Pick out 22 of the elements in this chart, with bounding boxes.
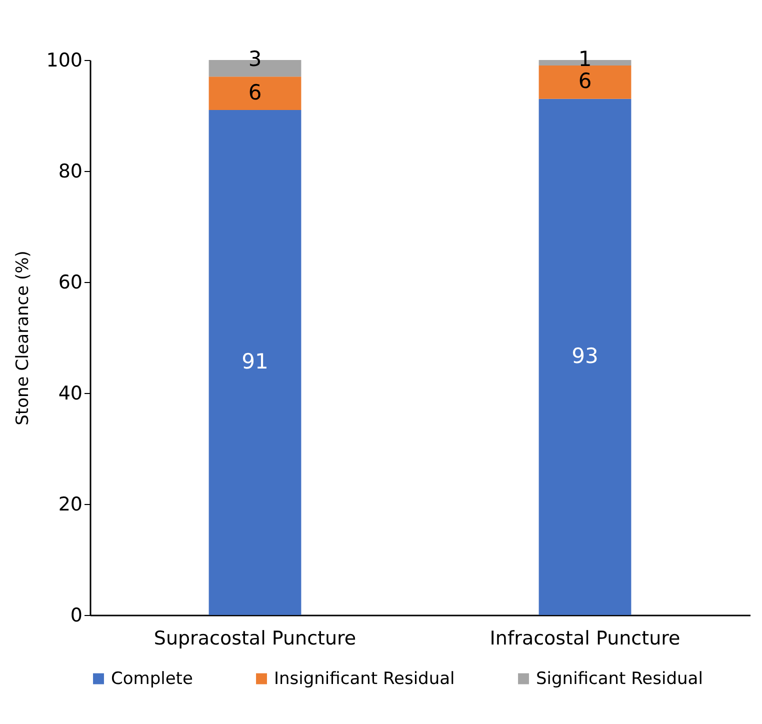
legend-label: Significant Residual [536, 668, 703, 689]
data-label: 93 [572, 344, 598, 368]
y-tick-label: 100 [46, 50, 82, 72]
legend-label: Complete [111, 668, 193, 689]
x-tick-label: Supracostal Puncture [154, 628, 356, 650]
y-tick-label: 60 [58, 272, 82, 294]
bar [208, 76, 302, 110]
data-label: 1 [578, 47, 592, 71]
data-label: 91 [242, 349, 268, 374]
data-label: 3 [248, 47, 262, 71]
bar [208, 110, 302, 615]
y-tick-label: 20 [58, 494, 82, 516]
y-tick-label: 80 [58, 160, 82, 182]
y-tick-label: 40 [58, 382, 82, 404]
bar [538, 66, 632, 99]
y-axis-title: Stone Clearance (%) [13, 250, 34, 426]
y-tick-label: 0 [70, 604, 82, 626]
data-label: 6 [578, 69, 592, 94]
data-label: 6 [248, 80, 262, 104]
bar [538, 98, 632, 615]
legend-label: Insignificant Residual [274, 668, 455, 689]
x-tick-label: Infracostal Puncture [490, 628, 680, 650]
